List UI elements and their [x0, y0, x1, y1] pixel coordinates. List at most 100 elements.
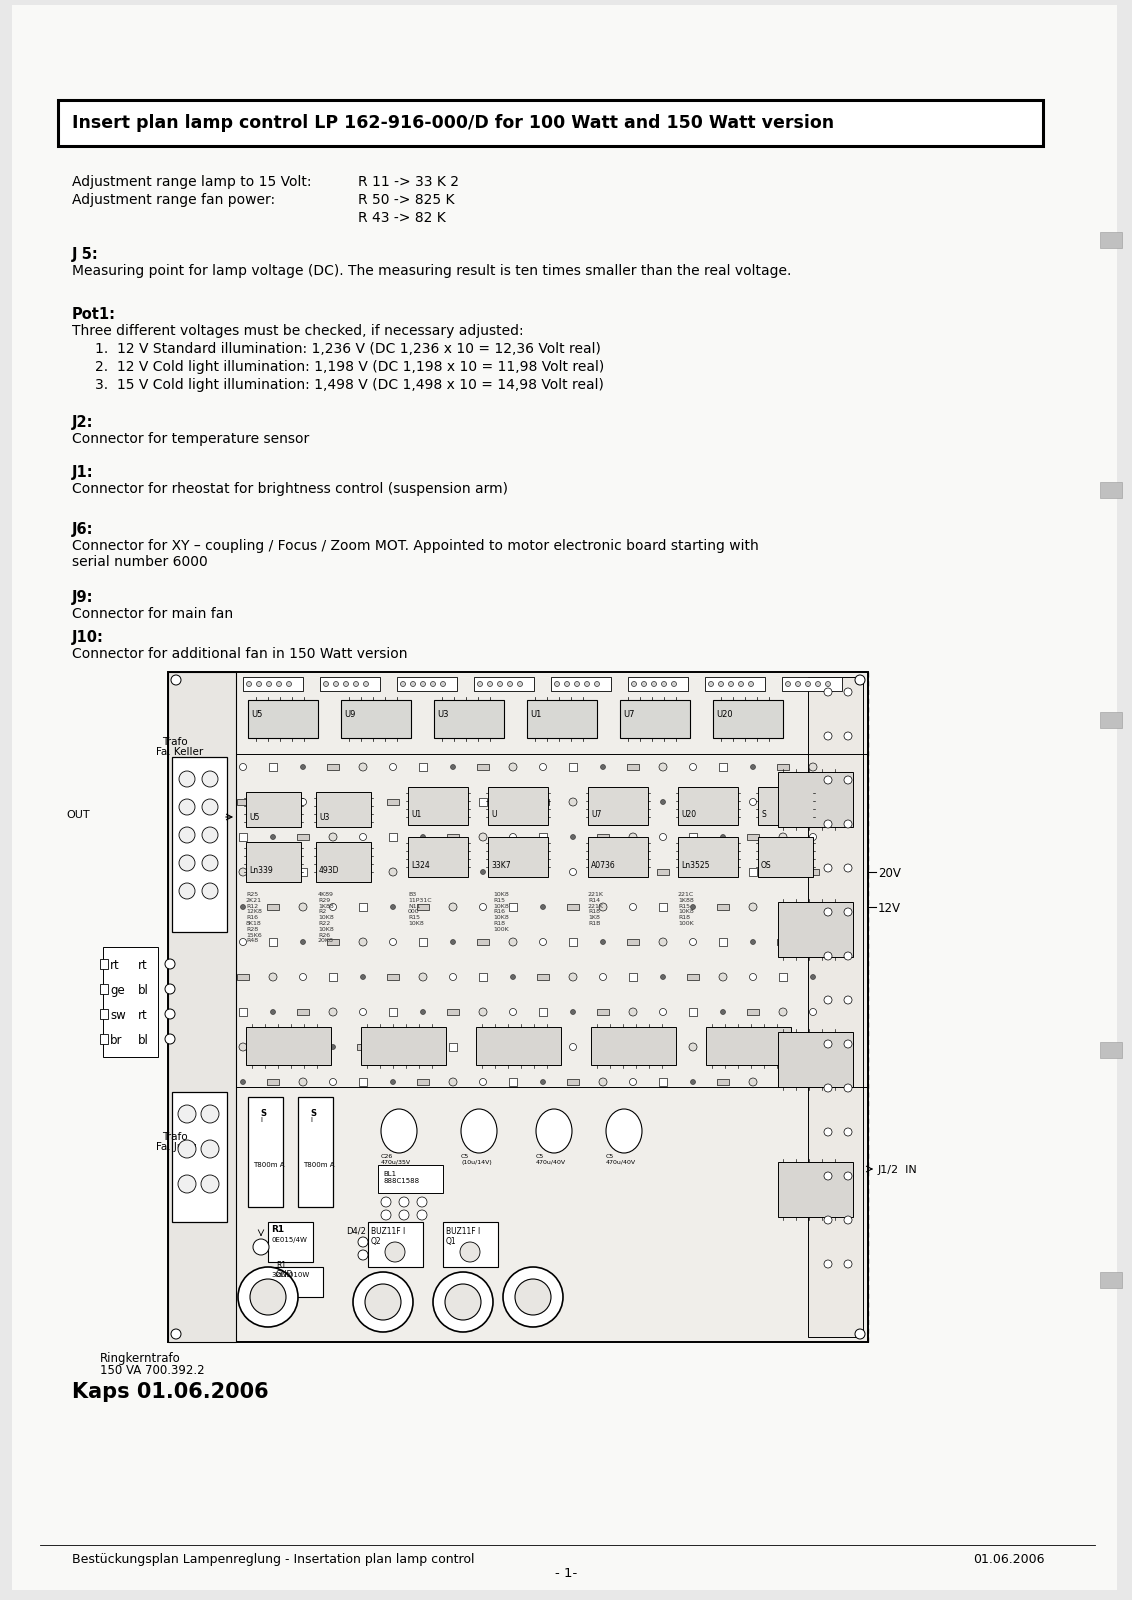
- Text: BUZ11F I
Q2: BUZ11F I Q2: [371, 1227, 405, 1246]
- Circle shape: [430, 682, 436, 686]
- Text: 493D: 493D: [319, 866, 340, 875]
- Text: Fa. Jung: Fa. Jung: [156, 1142, 197, 1152]
- Circle shape: [420, 1043, 427, 1051]
- Circle shape: [689, 1043, 697, 1051]
- Circle shape: [569, 869, 576, 875]
- Bar: [172, 757, 228, 931]
- Circle shape: [844, 1128, 852, 1136]
- Bar: [537, 974, 549, 979]
- Text: B3
11P31C
N11
000
R15
10K8: B3 11P31C N11 000 R15 10K8: [408, 893, 431, 926]
- Circle shape: [796, 682, 800, 686]
- Circle shape: [324, 682, 328, 686]
- Text: 221C
1K88
R15
10K8
R18
100K: 221C 1K88 R15 10K8 R18 100K: [678, 893, 694, 926]
- Circle shape: [691, 904, 695, 909]
- Circle shape: [389, 939, 396, 946]
- Circle shape: [299, 1078, 307, 1086]
- Circle shape: [691, 1080, 695, 1085]
- Text: GND: GND: [276, 1270, 293, 1278]
- Text: D4/2: D4/2: [346, 1227, 366, 1235]
- Circle shape: [179, 771, 195, 787]
- Circle shape: [391, 904, 395, 909]
- Circle shape: [709, 682, 713, 686]
- Circle shape: [720, 869, 727, 875]
- Bar: [719, 763, 727, 771]
- Circle shape: [719, 798, 727, 806]
- Text: 12V: 12V: [878, 902, 901, 915]
- Circle shape: [824, 1085, 832, 1091]
- Text: U1: U1: [530, 710, 541, 718]
- Circle shape: [844, 688, 852, 696]
- Text: Connector for XY – coupling / Focus / Zoom MOT. Appointed to motor electronic bo: Connector for XY – coupling / Focus / Zo…: [72, 539, 758, 570]
- Circle shape: [824, 909, 832, 915]
- Ellipse shape: [535, 1109, 572, 1154]
- Circle shape: [779, 834, 787, 842]
- Bar: [808, 677, 863, 1338]
- Circle shape: [451, 939, 455, 944]
- Circle shape: [240, 1080, 246, 1085]
- Text: bl: bl: [138, 984, 149, 997]
- Bar: [269, 938, 277, 946]
- Circle shape: [401, 682, 405, 686]
- Circle shape: [239, 867, 247, 877]
- Bar: [447, 834, 458, 840]
- Text: S: S: [761, 810, 765, 819]
- Circle shape: [809, 938, 817, 946]
- Circle shape: [360, 1008, 367, 1016]
- Bar: [509, 902, 517, 910]
- Circle shape: [300, 798, 307, 805]
- Bar: [706, 1027, 791, 1066]
- Bar: [268, 1222, 314, 1262]
- Bar: [357, 1043, 369, 1050]
- Circle shape: [343, 682, 349, 686]
- Bar: [599, 867, 607, 877]
- Text: rt: rt: [138, 958, 148, 971]
- Circle shape: [445, 1283, 481, 1320]
- Circle shape: [780, 1045, 786, 1050]
- Circle shape: [271, 835, 275, 840]
- Bar: [719, 938, 727, 946]
- Circle shape: [359, 763, 367, 771]
- Circle shape: [271, 1010, 275, 1014]
- Circle shape: [539, 867, 547, 877]
- Circle shape: [171, 675, 181, 685]
- Bar: [297, 1010, 309, 1014]
- Bar: [243, 677, 303, 691]
- Circle shape: [555, 682, 559, 686]
- Circle shape: [385, 1242, 405, 1262]
- Text: U5: U5: [251, 710, 263, 718]
- Text: S: S: [260, 1109, 266, 1118]
- Circle shape: [165, 958, 175, 970]
- Text: U7: U7: [591, 810, 601, 819]
- Bar: [807, 1043, 818, 1050]
- Circle shape: [449, 798, 456, 805]
- Circle shape: [360, 834, 367, 840]
- Circle shape: [855, 1330, 865, 1339]
- Bar: [58, 99, 1043, 146]
- Circle shape: [420, 682, 426, 686]
- Text: Connector for main fan: Connector for main fan: [72, 606, 233, 621]
- Bar: [417, 1078, 429, 1085]
- Circle shape: [786, 682, 790, 686]
- Bar: [782, 677, 842, 691]
- Bar: [172, 1091, 228, 1222]
- Circle shape: [539, 1043, 547, 1051]
- Circle shape: [689, 939, 696, 946]
- Circle shape: [179, 827, 195, 843]
- Bar: [239, 834, 247, 842]
- Circle shape: [363, 682, 369, 686]
- Text: R 43 -> 82 K: R 43 -> 82 K: [358, 211, 446, 226]
- Circle shape: [497, 682, 503, 686]
- Text: I: I: [260, 1117, 261, 1123]
- Circle shape: [257, 682, 261, 686]
- Bar: [713, 701, 783, 738]
- Bar: [779, 798, 787, 806]
- Circle shape: [250, 1278, 286, 1315]
- Text: OS: OS: [761, 861, 772, 870]
- Bar: [267, 904, 278, 910]
- Circle shape: [360, 800, 366, 805]
- Circle shape: [780, 1078, 787, 1085]
- Text: Three different voltages must be checked, if necessary adjusted:: Three different voltages must be checked…: [72, 323, 524, 338]
- Circle shape: [599, 1078, 607, 1086]
- Circle shape: [331, 869, 335, 875]
- Circle shape: [844, 1216, 852, 1224]
